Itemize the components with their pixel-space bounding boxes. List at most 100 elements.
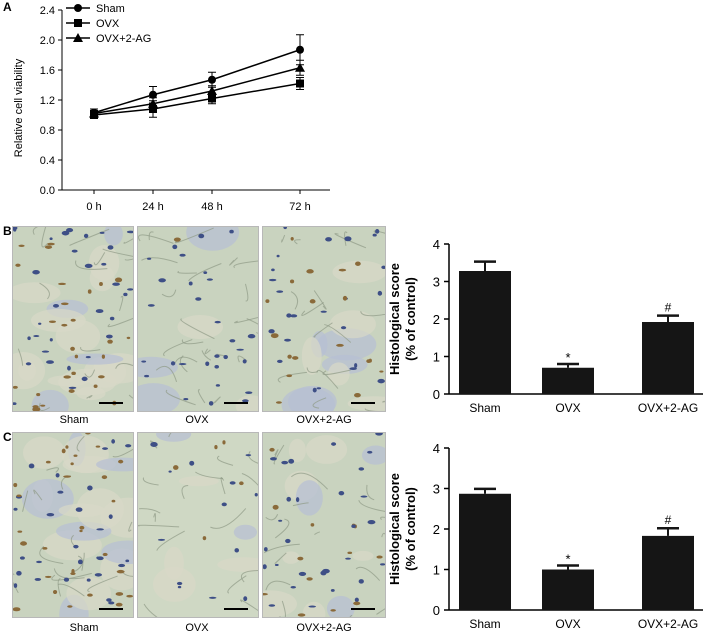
legend-label: OVX (96, 18, 120, 30)
tissue-fiber (313, 290, 327, 310)
tissue-fiber (22, 490, 29, 512)
tissue-fiber (213, 396, 221, 404)
cell-nucleus (68, 389, 75, 393)
cell-nucleus (63, 577, 70, 582)
data-point (148, 98, 158, 108)
data-point (296, 79, 304, 88)
cell-nucleus (274, 563, 279, 566)
cell-nucleus (33, 335, 40, 338)
significance-marker: # (665, 301, 672, 315)
tissue-region (66, 576, 112, 611)
cell-nucleus (214, 354, 220, 358)
cell-nucleus (245, 454, 252, 457)
tissue-fiber (306, 367, 319, 373)
tissue-region (22, 436, 66, 469)
cell-nucleus (170, 361, 176, 366)
tissue-fiber (165, 389, 196, 406)
tissue-fiber (53, 568, 85, 580)
micrograph-b-ovx2ag (262, 226, 386, 412)
cell-nucleus (71, 249, 78, 253)
cell-nucleus (263, 592, 268, 596)
tissue-region (101, 540, 133, 565)
cell-nucleus (278, 519, 283, 522)
tissue-fiber (210, 508, 247, 529)
tissue-fiber (197, 389, 206, 404)
cell-nucleus (351, 524, 356, 528)
x-tick-label: 48 h (201, 201, 222, 213)
tissue-fiber (80, 347, 101, 352)
cell-nucleus (367, 520, 376, 525)
cell-nucleus (372, 233, 377, 237)
cell-nucleus (242, 399, 249, 403)
cell-nucleus (114, 277, 123, 283)
tissue-fiber (201, 350, 212, 361)
tissue-fiber (128, 521, 133, 532)
tissue-region (302, 601, 326, 617)
legend-entry: OVX+2-AG (66, 33, 151, 45)
cell-nucleus (101, 475, 108, 480)
y-tick-label: 3 (433, 275, 440, 290)
cell-nucleus (66, 228, 74, 233)
cell-nucleus (107, 245, 114, 250)
tissue-fiber (188, 263, 222, 282)
legend-entry: OVX (66, 18, 120, 30)
cell-nucleus (172, 244, 178, 250)
bar (542, 569, 594, 610)
cell-nucleus (123, 292, 128, 297)
cell-nucleus (316, 387, 322, 390)
cell-nucleus (379, 370, 384, 373)
cell-nucleus (70, 346, 75, 351)
cell-nucleus (86, 578, 91, 582)
cell-nucleus (73, 454, 78, 457)
cell-nucleus (17, 530, 23, 533)
cell-nucleus (236, 348, 244, 351)
cell-nucleus (84, 263, 93, 268)
legend-label: Sham (96, 3, 125, 15)
bar (542, 367, 594, 394)
tissue-fiber (51, 572, 92, 581)
tissue-fiber (246, 318, 258, 325)
cell-nucleus (271, 268, 275, 272)
cell-nucleus (13, 482, 18, 488)
cell-nucleus (308, 605, 317, 608)
cell-nucleus (268, 604, 276, 607)
tissue-region (178, 476, 219, 487)
cell-nucleus (229, 229, 234, 234)
cell-nucleus (67, 605, 73, 608)
tissue-fiber (263, 543, 300, 554)
cell-nucleus (214, 365, 219, 369)
data-point (74, 19, 82, 27)
tissue-fiber (216, 455, 234, 466)
cell-nucleus (312, 387, 317, 393)
cell-nucleus (338, 268, 347, 272)
tissue-region (329, 310, 376, 339)
cell-nucleus (214, 320, 221, 324)
cell-nucleus (263, 564, 267, 570)
cell-nucleus (195, 297, 202, 301)
tissue-fiber (121, 571, 133, 577)
cell-nucleus (173, 237, 181, 242)
tissue-fiber (312, 397, 327, 409)
tissue-fiber (322, 369, 351, 376)
cell-nucleus (285, 538, 291, 544)
viability-line-chart: 0.0 0.4 0.8 1.2 1.6 2.0 2.4 0 h 24 h 48 h 72 h Rela… (13, 3, 330, 213)
y-tick-label: 0 (433, 387, 440, 402)
cell-nucleus (126, 336, 131, 340)
tissue-region (177, 314, 224, 340)
tissue-fiber (265, 514, 279, 521)
tissue-fiber (102, 248, 133, 257)
cell-nucleus (158, 278, 166, 283)
caption-c-ovx2ag: OVX+2-AG (296, 622, 352, 634)
tissue-fiber (13, 573, 19, 594)
cell-nucleus (215, 384, 221, 387)
cell-nucleus (79, 529, 83, 533)
micrograph-b-ovx (137, 226, 259, 412)
cell-nucleus (53, 303, 59, 308)
cell-nucleus (96, 556, 100, 560)
tissue-region (301, 336, 322, 375)
cell-nucleus (19, 556, 25, 560)
tissue-fiber (181, 484, 189, 499)
cell-nucleus (286, 374, 293, 378)
cell-nucleus (47, 242, 55, 246)
cell-nucleus (345, 557, 351, 560)
